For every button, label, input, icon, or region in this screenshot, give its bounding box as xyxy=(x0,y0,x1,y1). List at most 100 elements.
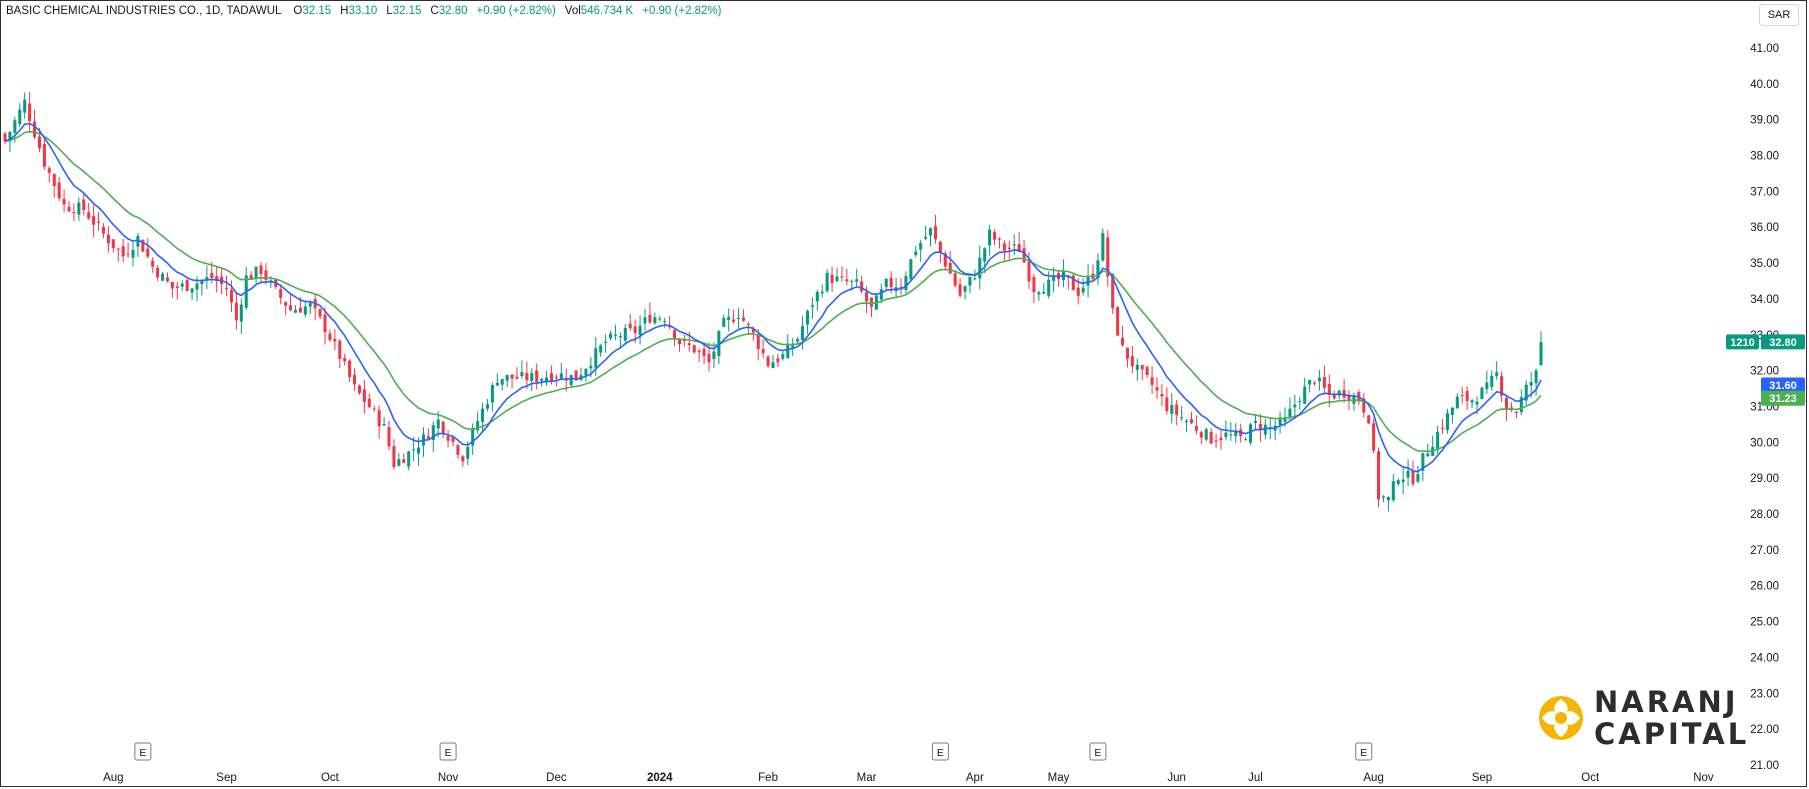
candle-body xyxy=(1396,480,1400,484)
candle-body xyxy=(993,232,997,240)
logo-text: NARANJ CAPITAL xyxy=(1594,686,1749,750)
candle-body xyxy=(3,133,7,142)
candle-body xyxy=(835,276,839,281)
candle-body xyxy=(1411,471,1415,485)
y-tick-label: 21.00 xyxy=(1750,760,1779,772)
candle-body xyxy=(1332,393,1336,399)
candle-body xyxy=(308,303,312,307)
candle-body xyxy=(407,451,411,467)
candle-body xyxy=(353,374,357,385)
candle-body xyxy=(604,341,608,344)
earnings-marker xyxy=(1355,742,1373,761)
y-tick-label: 41.00 xyxy=(1750,43,1779,55)
candle-body xyxy=(234,302,238,321)
candle-body xyxy=(195,283,199,290)
candle-body xyxy=(1268,427,1272,429)
candle-body xyxy=(28,103,32,122)
candle-body xyxy=(121,246,125,257)
ema-fast-tag-bg xyxy=(1761,377,1805,393)
candle-body xyxy=(42,144,46,167)
candle-body xyxy=(402,459,406,463)
candle-body xyxy=(1022,248,1026,263)
candle-body xyxy=(417,447,421,454)
candle-body xyxy=(638,325,642,335)
currency-button[interactable]: SAR xyxy=(1759,4,1799,26)
candle-body xyxy=(943,253,947,267)
candle-body xyxy=(141,240,145,252)
x-tick-label: Apr xyxy=(966,772,984,784)
candle-body xyxy=(530,373,534,382)
candle-body xyxy=(451,436,455,442)
x-tick-label: Oct xyxy=(321,772,340,784)
candle-body xyxy=(865,292,869,302)
x-tick-label: Mar xyxy=(857,772,877,784)
candle-body xyxy=(781,354,785,359)
candle-body xyxy=(1386,496,1390,501)
candle-body xyxy=(515,376,519,379)
candle-body xyxy=(1244,439,1248,441)
x-tick-label: Feb xyxy=(758,772,778,784)
symbol-legend[interactable]: BASIC CHEMICAL INDUSTRIES CO., 1D, TADAW… xyxy=(6,5,731,17)
candle-body xyxy=(1027,261,1031,282)
candle-body xyxy=(372,408,376,410)
earnings-marker-label: E xyxy=(1360,747,1367,759)
candle-body xyxy=(914,251,918,256)
symbol-name[interactable]: BASIC CHEMICAL INDUSTRIES CO., 1D, TADAW… xyxy=(6,5,282,17)
candle-body xyxy=(1209,431,1213,444)
candle-body xyxy=(1500,376,1504,396)
y-tick-label: 24.00 xyxy=(1750,652,1779,664)
y-tick-label: 37.00 xyxy=(1750,186,1779,198)
candle-body xyxy=(264,270,268,280)
candle-body xyxy=(801,326,805,341)
y-tick-label: 25.00 xyxy=(1750,617,1779,629)
candle-body xyxy=(1465,390,1469,402)
candle-body xyxy=(412,449,416,451)
high-value: 33.10 xyxy=(348,5,378,17)
high-label: H xyxy=(340,5,349,17)
candle-body xyxy=(357,385,361,394)
candle-body xyxy=(1106,237,1110,277)
candle-body xyxy=(1234,431,1238,436)
candle-body xyxy=(751,329,755,333)
candle-body xyxy=(1539,341,1543,366)
candle-body xyxy=(924,237,928,239)
candle-body xyxy=(1490,375,1494,387)
candle-body xyxy=(1076,287,1080,296)
candle-body xyxy=(215,276,219,282)
candle-body xyxy=(613,334,617,336)
candle-body xyxy=(225,287,229,289)
candle-body xyxy=(436,419,440,429)
candle-body xyxy=(1081,287,1085,293)
candle-body xyxy=(303,306,307,315)
candle-body xyxy=(1485,382,1489,390)
candle-body xyxy=(1116,307,1120,336)
y-tick-label: 40.00 xyxy=(1750,79,1779,91)
candle-body xyxy=(830,274,834,284)
candle-body xyxy=(673,330,677,339)
candle-body xyxy=(1401,479,1405,483)
candle-body xyxy=(23,99,27,113)
candle-body xyxy=(1165,397,1169,412)
candle-body xyxy=(973,278,977,280)
last-price-tag: 32.80 xyxy=(1769,337,1797,349)
x-tick-label: Jun xyxy=(1167,772,1186,784)
candle-body xyxy=(855,279,859,282)
candle-body xyxy=(1460,394,1464,396)
candle-body xyxy=(643,317,647,324)
candle-body xyxy=(663,321,667,323)
candle-body xyxy=(328,333,332,340)
countdown-tag-bg xyxy=(1726,334,1759,350)
candle-body xyxy=(869,297,873,307)
candle-body xyxy=(1199,432,1203,438)
candle-body xyxy=(338,340,342,360)
candle-body xyxy=(1253,421,1257,423)
candle-body xyxy=(884,278,888,287)
candle-body xyxy=(1421,453,1425,471)
candle-body xyxy=(1377,451,1381,500)
candle-body xyxy=(348,360,352,378)
ema-slow-tag-bg xyxy=(1761,390,1805,406)
candle-body xyxy=(1416,473,1420,482)
y-tick-label: 30.00 xyxy=(1750,437,1779,449)
